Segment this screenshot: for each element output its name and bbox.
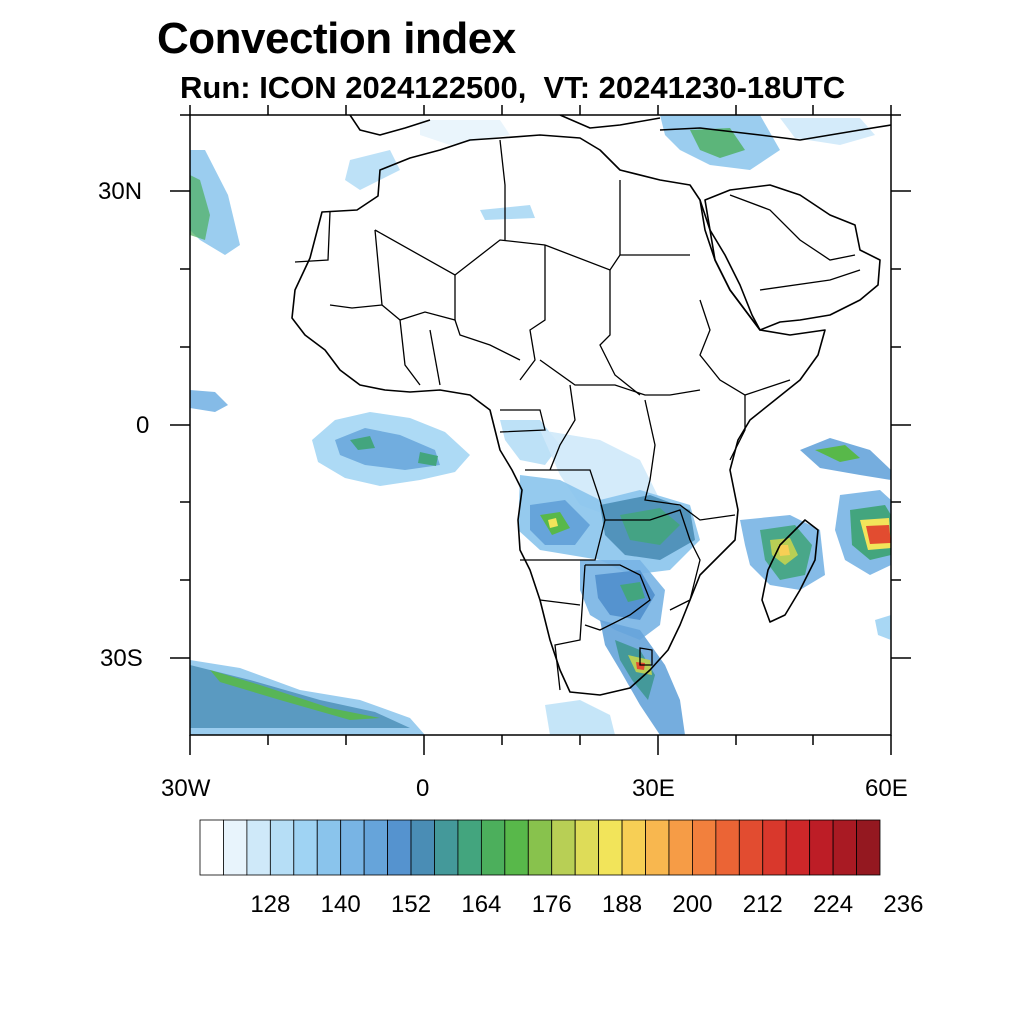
chart-subtitle: Run: ICON 2024122500, VT: 20241230-18UTC — [180, 70, 846, 105]
convection-field — [190, 115, 891, 735]
colorbar-box — [809, 819, 834, 876]
convection-area-w-edge — [190, 390, 228, 412]
colorbar-box — [340, 819, 365, 876]
colorbar-box — [762, 819, 787, 876]
africa-coastline — [291, 134, 826, 696]
colorbar-box — [269, 819, 295, 876]
colorbar-box — [457, 819, 482, 876]
chart-title: Convection index — [157, 14, 516, 63]
colorbar-box — [668, 819, 693, 876]
colorbar-box — [527, 819, 553, 876]
colorbar-label: 152 — [391, 891, 431, 918]
lat-label-30n: 30N — [98, 178, 143, 205]
colorbar-box — [387, 819, 412, 876]
colorbar-box — [410, 819, 435, 876]
colorbar-box — [692, 819, 717, 876]
colorbar-box — [316, 819, 342, 876]
colorbar-label: 128 — [250, 891, 290, 918]
colorbar-box — [856, 819, 881, 876]
colorbar-box — [574, 819, 600, 876]
colorbar-label: 200 — [672, 891, 712, 918]
colorbar-box — [621, 819, 646, 876]
colorbar-box — [738, 819, 764, 876]
lon-label-0: 0 — [416, 775, 430, 802]
colorbar-box — [434, 819, 459, 876]
lat-label-0: 0 — [136, 412, 150, 439]
lat-label-30s: 30S — [100, 645, 143, 672]
colorbar-label: 164 — [461, 891, 501, 918]
colorbar-box — [199, 819, 224, 876]
colorbar-label: 224 — [813, 891, 853, 918]
colorbar-box — [480, 819, 506, 876]
colorbar-box — [645, 819, 670, 876]
colorbar-box — [363, 819, 388, 876]
colorbar-label: 140 — [321, 891, 361, 918]
lon-ticks — [189, 105, 892, 755]
colorbar-box — [715, 819, 740, 876]
colorbar-box — [246, 819, 271, 876]
colorbar-box — [785, 819, 811, 876]
colorbar-label: 236 — [883, 891, 923, 918]
colorbar-label: 188 — [602, 891, 642, 918]
lon-label-30e: 30E — [632, 775, 675, 802]
colorbar-box — [832, 819, 857, 876]
lon-label-30w: 30W — [161, 775, 211, 802]
lon-label-60e: 60E — [865, 775, 908, 802]
lat-ticks — [170, 114, 911, 659]
madagascar-coastline — [761, 519, 819, 623]
colorbar-box — [551, 819, 576, 876]
colorbar-box — [293, 819, 318, 876]
country-borders — [294, 139, 861, 691]
colorbar-box — [504, 819, 529, 876]
colorbar-box — [223, 819, 248, 876]
colorbar-label: 176 — [532, 891, 572, 918]
colorbar-box — [598, 819, 623, 876]
colorbar-label: 212 — [743, 891, 783, 918]
arabia-coastline — [704, 184, 881, 331]
coastlines — [291, 115, 891, 696]
